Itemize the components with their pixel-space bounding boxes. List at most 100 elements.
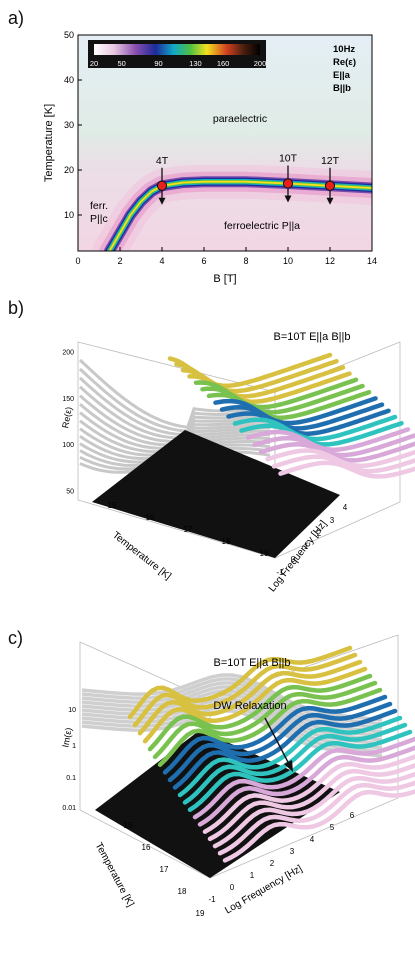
y-axis-label-c: Im(ε) — [60, 727, 73, 748]
legend-frequency: 10Hz — [333, 44, 355, 55]
wall-projection-curve — [78, 376, 271, 437]
colorbar-tick-label: 90 — [154, 59, 162, 68]
field-marker-label: 10T — [279, 153, 298, 165]
x-tick-label: 8 — [243, 256, 248, 266]
chart-b-title: B=10T E||a B||b — [274, 331, 351, 343]
frequency-tick-label-b: -1 — [276, 568, 284, 577]
imag-permittivity-3d-chart: 0.01 0.1 1 10 15 16 17 18 19-1 0 1 2 3 4 5 6 B=10T E||a… — [60, 634, 415, 918]
frequency-tick-label-b: 3 — [330, 516, 335, 525]
spectrum-curve — [187, 729, 413, 813]
legend-field-e: E||a — [333, 70, 351, 81]
dw-relaxation-label: DW Relaxation — [213, 700, 286, 712]
chart-c-title: B=10T E||a B||b — [214, 657, 291, 669]
spectrum-curve — [167, 701, 393, 783]
temperature-tick-label-c: 16 — [142, 843, 151, 852]
spectrum-curve — [222, 789, 415, 863]
ferr-c-label-2: P||c — [90, 213, 108, 225]
colorbar-gradient — [94, 44, 260, 55]
y-tick-label-b: 150 — [62, 396, 74, 403]
spectrum-curve — [162, 694, 388, 775]
frequency-tick-label-c: 3 — [290, 847, 295, 856]
frequency-tick-label-c: -1 — [208, 895, 216, 904]
spectrum-curve — [206, 389, 372, 420]
temperature-tick-label-c: 17 — [160, 865, 169, 874]
spectrum-curve — [278, 460, 415, 479]
x-tick-label: 10 — [283, 256, 293, 266]
spectrum-curve — [202, 754, 415, 834]
colorbar-tick-label: 160 — [217, 59, 230, 68]
spectrum-curve — [213, 396, 378, 426]
temperature-tick-label-c: 15 — [124, 821, 133, 830]
spectrum-curve — [207, 763, 415, 842]
x-tick-label: 0 — [75, 256, 80, 266]
dw-relaxation-arrowhead — [284, 760, 293, 772]
temperature-axis-label-b: Temperature [K] — [110, 530, 173, 583]
panel-b-label: b) — [8, 298, 25, 318]
frequency-tick-label-b: 0 — [291, 555, 296, 564]
frequency-tick-label-b: 1 — [304, 542, 309, 551]
spectrum-curve — [182, 722, 408, 805]
spectrum-curve — [212, 771, 415, 849]
temperature-axis-label-c: Temperature [K] — [93, 841, 136, 909]
ferr-c-label-1: ferr. — [90, 200, 108, 212]
spectrum-curve — [127, 645, 353, 720]
x-tick-label: 14 — [367, 256, 377, 266]
frequency-tick-label-c: 2 — [270, 859, 275, 868]
phase-diagram-chart: 0 2 4 6 8 10 12 14 10 20 30 40 50 Temperature [K] B … — [43, 30, 377, 285]
y-tick-label-b: 50 — [66, 489, 74, 496]
frequency-axis-label-c: Log Frequency [Hz] — [223, 863, 304, 916]
frequency-tick-label-c: 0 — [230, 883, 235, 892]
colorbar-tick-label: 200 — [254, 59, 267, 68]
field-marker-label: 4T — [156, 155, 169, 167]
colorbar-tick-label: 50 — [117, 59, 125, 68]
spectrum-curve — [177, 715, 403, 798]
y-tick-label-b: 200 — [62, 349, 74, 356]
paraelectric-label: paraelectric — [213, 113, 267, 125]
temperature-tick-label-b: 16 — [146, 513, 155, 522]
field-marker-dot — [156, 180, 168, 191]
y-tick-label-b: 100 — [62, 442, 74, 449]
wall-projection-curve — [81, 673, 383, 722]
frequency-tick-label-b: 2 — [317, 529, 322, 538]
legend-field-b: B||b — [333, 83, 351, 94]
temperature-tick-label-b: 19 — [260, 549, 269, 558]
x-tick-label: 2 — [117, 256, 122, 266]
field-marker-dot — [282, 178, 294, 189]
ferroelectric-a-label: ferroelectric P||a — [224, 220, 300, 232]
field-marker-arrowhead — [284, 195, 292, 203]
spectrum-curve — [252, 433, 415, 458]
spectrum-curve — [132, 652, 358, 728]
wall-projection-curve — [78, 358, 271, 429]
frequency-tick-label-b: 4 — [343, 503, 348, 512]
x-tick-label: 12 — [325, 256, 335, 266]
field-marker-arrowhead — [326, 197, 334, 205]
y-tick-label: 50 — [64, 30, 74, 40]
spectrum-curve — [217, 780, 415, 856]
y-tick-label-c: 0.01 — [62, 805, 76, 812]
field-marker-label: 12T — [321, 155, 340, 167]
colorbar-tick-label: 130 — [189, 59, 202, 68]
spectrum-curve — [142, 666, 368, 744]
spectrum-curve — [200, 383, 365, 415]
spectrum-curve — [197, 745, 415, 827]
y-axis-label-b: Re(ε) — [60, 406, 74, 429]
frequency-tick-label-c: 5 — [330, 823, 335, 832]
frequency-tick-label-c: 4 — [310, 835, 315, 844]
spectrum-curve — [245, 427, 411, 452]
spectrum-curve — [172, 708, 398, 790]
spectrum-curve — [226, 408, 391, 436]
x-axis-label: B [T] — [213, 273, 236, 285]
temperature-tick-label-c: 18 — [178, 887, 187, 896]
field-marker-arrowhead — [158, 197, 166, 205]
panel-c-label: c) — [8, 628, 23, 648]
plot-frame — [77, 34, 373, 252]
y-tick-label: 40 — [64, 75, 74, 85]
floor-plane — [92, 430, 340, 558]
dw-relaxation-arrow — [264, 717, 291, 767]
legend-quantity: Re(ε) — [333, 57, 356, 68]
y-tick-label: 20 — [64, 165, 74, 175]
y-tick-label: 10 — [64, 210, 74, 220]
y-tick-label-c: 10 — [68, 707, 76, 714]
x-tick-label: 6 — [201, 256, 206, 266]
colorbar-tick-label: 20 — [90, 59, 98, 68]
